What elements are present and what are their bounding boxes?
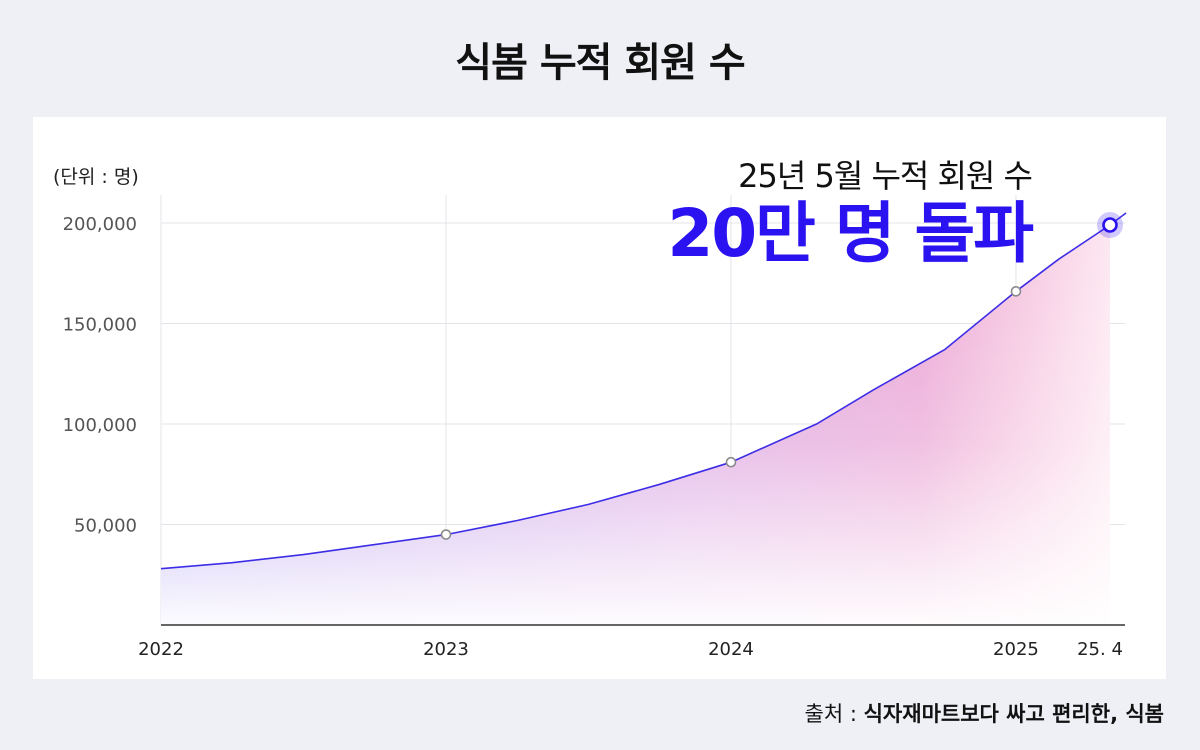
source-note: 출처 : 식자재마트보다 싸고 편리한, 식봄 bbox=[805, 698, 1164, 728]
data-point-marker bbox=[440, 529, 452, 540]
area-right-fade bbox=[161, 225, 1110, 625]
y-tick-label: 50,000 bbox=[74, 516, 137, 537]
chart-card: (단위 : 명) 200,000 150,000 100 bbox=[33, 117, 1166, 679]
source-prefix: 출처 : bbox=[804, 702, 864, 726]
headline-sub: 25년 5월 누적 회원 수 bbox=[738, 157, 1033, 195]
chart-svg: 200,000 150,000 100,000 50,000 2022 2023 2024 2… bbox=[63, 195, 1127, 660]
headline: 25년 5월 누적 회원 수 20만 명 돌파 bbox=[667, 151, 1034, 272]
x-tick-label: 2023 bbox=[423, 639, 469, 660]
y-tick-label: 100,000 bbox=[63, 415, 137, 436]
source-text: 식자재마트보다 싸고 편리한, 식봄 bbox=[863, 702, 1164, 726]
headline-main: 20만 명 돌파 bbox=[667, 195, 1034, 272]
data-point-marker bbox=[725, 456, 737, 468]
unit-label: (단위 : 명) bbox=[53, 166, 139, 188]
y-tick-label: 200,000 bbox=[63, 214, 137, 235]
highlight-point bbox=[1102, 217, 1118, 233]
x-tick-label: 2025 bbox=[993, 639, 1039, 660]
page-title: 식봄 누적 회원 수 bbox=[455, 40, 745, 86]
y-tick-label: 150,000 bbox=[63, 315, 137, 336]
x-tick-label: 2022 bbox=[138, 639, 184, 660]
data-point-marker bbox=[1010, 286, 1022, 297]
x-tick-label: 2024 bbox=[708, 639, 754, 660]
series-line bbox=[160, 212, 1127, 570]
x-tick-label: 25. 4 bbox=[1077, 639, 1123, 660]
